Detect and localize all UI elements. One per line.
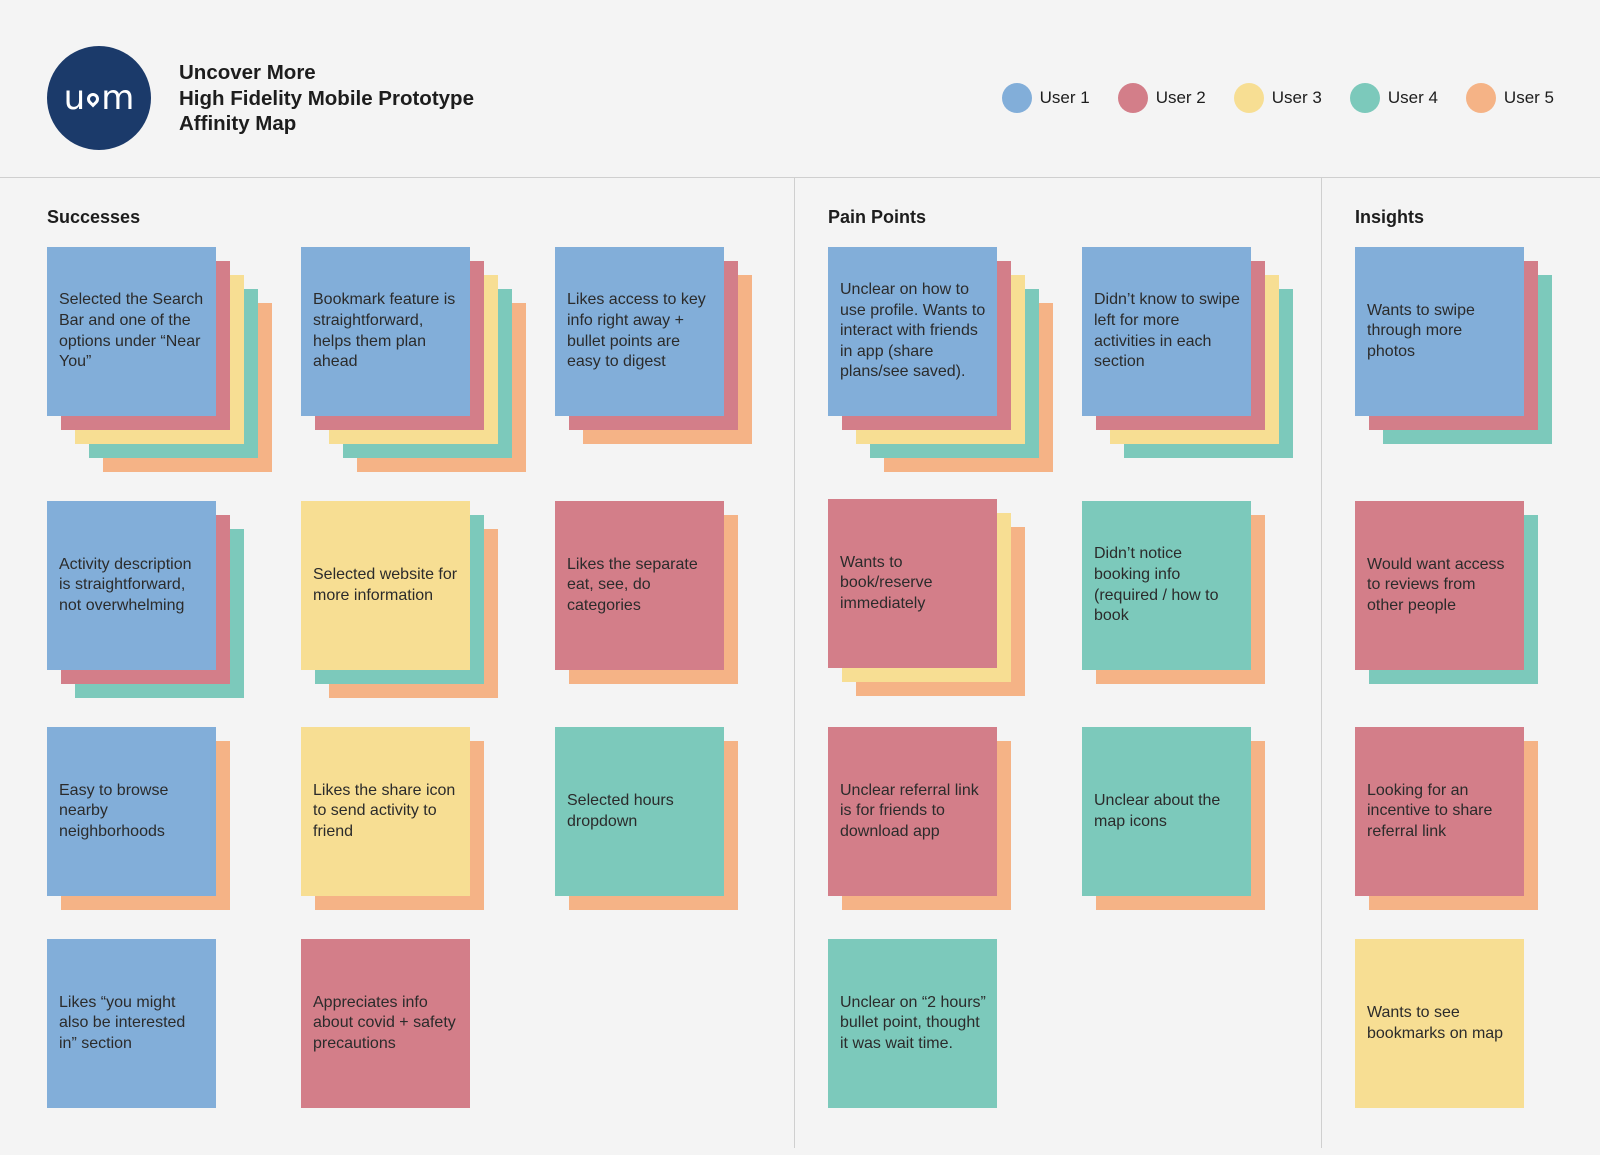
sticky-note: Selected website for more information xyxy=(301,501,470,670)
sticky-note: Unclear about the map icons xyxy=(1082,727,1251,896)
sticky-note: Didn’t notice booking info (required / h… xyxy=(1082,501,1251,670)
sticky-note: Didn’t know to swipe left for more activ… xyxy=(1082,247,1251,416)
section-title-insights: Insights xyxy=(1355,207,1425,227)
legend-dot-user-3 xyxy=(1233,83,1264,113)
legend-dot-user-4 xyxy=(1349,83,1380,113)
sticky-note: Looking for an incentive to share referr… xyxy=(1355,727,1524,896)
sticky-note: Unclear referral link is for friends to … xyxy=(828,727,997,896)
sticky-note: Unclear on “2 hours” bullet point, thoug… xyxy=(828,939,997,1108)
sticky-note: Selected the Search Bar and one of the o… xyxy=(47,247,216,416)
title-line-2: High Fidelity Mobile Prototype xyxy=(179,86,474,110)
legend-item-user-4: User 4 xyxy=(1349,83,1438,113)
sticky-note: Bookmark feature is straightforward, hel… xyxy=(301,247,470,416)
title-block: Uncover More High Fidelity Mobile Protot… xyxy=(179,60,474,137)
legend-dot-user-1 xyxy=(1001,83,1032,113)
sticky-note: Likes access to key info right away + bu… xyxy=(555,247,724,416)
sticky-note: Selected hours dropdown xyxy=(555,727,724,896)
title-line-1: Uncover More xyxy=(179,61,316,84)
sticky-note: Wants to see bookmarks on map xyxy=(1355,939,1524,1108)
legend-label: User 1 xyxy=(1039,88,1090,107)
legend-dot-user-2 xyxy=(1117,83,1148,113)
pin-icon xyxy=(84,90,102,108)
sticky-note: Likes the share icon to send activity to… xyxy=(301,727,470,896)
sticky-note: Easy to browse nearby neighborhoods xyxy=(47,727,216,896)
header-divider xyxy=(0,177,1600,178)
sticky-note: Wants to book/reserve immediately xyxy=(828,499,997,668)
sticky-note: Likes “you might also be interested in” … xyxy=(47,939,216,1108)
section-title-pain-points: Pain Points xyxy=(828,207,927,227)
sticky-note: Activity description is straightforward,… xyxy=(47,501,216,670)
section-title-successes: Successes xyxy=(47,207,141,227)
legend: User 1 User 2 User 3 User 4 User 5 xyxy=(974,83,1554,113)
legend-label: User 5 xyxy=(1503,88,1554,107)
column-divider-2 xyxy=(1321,178,1322,1148)
sticky-note: Would want access to reviews from other … xyxy=(1355,501,1524,670)
legend-label: User 4 xyxy=(1387,88,1438,107)
sticky-note: Appreciates info about covid + safety pr… xyxy=(301,939,470,1108)
legend-label: User 2 xyxy=(1155,88,1206,107)
legend-item-user-3: User 3 xyxy=(1233,83,1322,113)
sticky-note: Unclear on how to use profile. Wants to … xyxy=(828,247,997,416)
legend-item-user-1: User 1 xyxy=(1001,83,1090,113)
sticky-note: Wants to swipe through more photos xyxy=(1355,247,1524,416)
legend-item-user-5: User 5 xyxy=(1465,83,1554,113)
title-line-3: Affinity Map xyxy=(179,112,297,135)
column-divider-1 xyxy=(794,178,795,1148)
sticky-note: Likes the separate eat, see, do categori… xyxy=(555,501,724,670)
legend-label: User 3 xyxy=(1271,88,1322,107)
legend-item-user-2: User 2 xyxy=(1117,83,1206,113)
legend-dot-user-5 xyxy=(1465,83,1496,113)
